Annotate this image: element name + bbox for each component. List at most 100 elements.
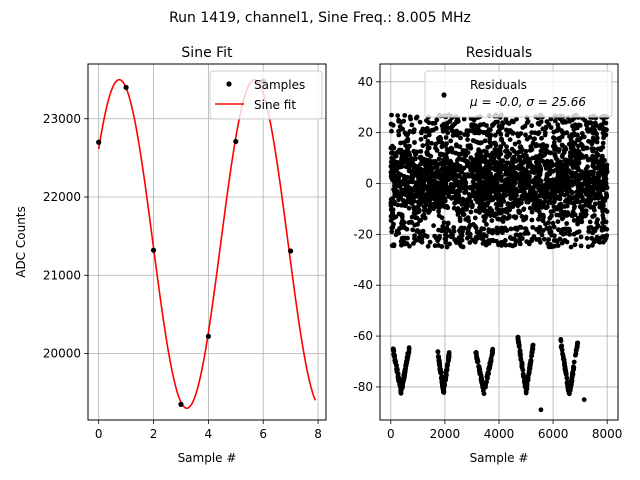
residual-point: [524, 136, 530, 142]
residual-point: [410, 195, 416, 201]
residual-point: [526, 240, 532, 246]
residual-point: [534, 143, 540, 148]
residual-extreme-point: [538, 407, 544, 413]
residual-point: [503, 116, 509, 122]
residual-point: [402, 113, 408, 118]
residual-point: [598, 122, 604, 128]
residual-point: [546, 220, 551, 226]
residual-point: [599, 227, 605, 233]
residual-point: [496, 241, 502, 247]
residual-point: [496, 124, 502, 129]
residual-point: [519, 236, 525, 241]
x-tick-label: 8000: [592, 427, 623, 441]
residual-point: [538, 148, 544, 154]
legend-residuals-stats: μ = -0.0, σ = 25.66: [469, 95, 586, 109]
residual-point: [580, 134, 586, 140]
residual-point: [590, 158, 595, 164]
residual-point: [431, 127, 436, 133]
residuals-axes-frame: [379, 63, 619, 421]
residual-point: [521, 206, 527, 212]
sine-fit-data: [96, 78, 317, 410]
residual-point: [546, 237, 552, 242]
residual-point: [397, 147, 402, 153]
residual-point: [572, 140, 578, 146]
residual-outlier-point: [569, 374, 575, 379]
residual-point: [498, 144, 504, 150]
residual-point: [418, 194, 424, 200]
residual-point: [589, 235, 595, 241]
residual-point: [533, 190, 538, 196]
residual-point: [401, 118, 407, 124]
residual-point: [419, 160, 424, 166]
residual-point: [596, 200, 602, 206]
residual-point: [511, 148, 517, 154]
residual-outlier-point: [396, 376, 402, 382]
residual-point: [474, 190, 480, 196]
residual-point: [466, 128, 472, 134]
residual-point: [427, 196, 433, 202]
residual-point: [396, 132, 402, 138]
residual-point: [604, 169, 610, 175]
residual-point: [540, 218, 546, 223]
residual-point: [461, 149, 467, 154]
residual-point: [507, 165, 513, 170]
residual-point: [529, 123, 535, 129]
residual-point: [412, 233, 417, 239]
residual-point: [583, 153, 589, 159]
residual-point: [541, 185, 546, 191]
residual-outlier-point: [530, 342, 536, 348]
residual-point: [416, 188, 422, 193]
residual-point: [414, 114, 420, 120]
residual-point: [554, 206, 560, 212]
residual-point: [406, 168, 412, 174]
residual-point: [446, 176, 452, 182]
residual-point: [556, 149, 561, 154]
residual-point: [595, 217, 600, 223]
sample-point: [96, 139, 102, 145]
residual-point: [434, 148, 440, 153]
y-tick-label: 20000: [43, 346, 81, 360]
residual-point: [552, 233, 557, 239]
residual-point: [507, 137, 513, 143]
residual-outlier-point: [478, 377, 484, 383]
legend-samples-label: Samples: [254, 78, 305, 92]
residual-point: [422, 178, 428, 183]
residual-outlier-point: [571, 365, 577, 371]
residual-point: [415, 168, 420, 174]
residual-point: [436, 156, 442, 162]
residual-point: [507, 235, 513, 240]
residual-point: [485, 178, 491, 183]
residual-point: [489, 208, 495, 214]
legend-samples-marker: [226, 81, 232, 87]
residual-point: [447, 228, 452, 234]
residual-point: [529, 197, 534, 203]
residual-point: [479, 190, 485, 195]
residual-point: [489, 176, 495, 182]
residual-point: [407, 129, 413, 134]
x-tick-label: 8: [314, 427, 322, 441]
residual-point: [567, 196, 573, 202]
residual-point: [552, 195, 557, 200]
residual-point: [511, 166, 517, 172]
residual-point: [558, 212, 564, 218]
residual-point: [517, 224, 523, 230]
residual-point: [505, 202, 511, 207]
residual-point: [482, 196, 488, 202]
residual-point: [462, 190, 467, 196]
residual-point: [430, 120, 436, 126]
residual-point: [512, 190, 517, 195]
residual-outlier-point: [401, 373, 407, 379]
x-tick-label: 6000: [538, 427, 569, 441]
residual-outlier-point: [439, 374, 445, 380]
residual-point: [449, 146, 455, 152]
residual-point: [434, 199, 440, 205]
residual-point: [486, 238, 492, 243]
residual-point: [476, 186, 482, 192]
residual-point: [549, 244, 555, 250]
residual-point: [530, 225, 536, 230]
residual-point: [456, 196, 462, 202]
residual-point: [575, 132, 580, 138]
residual-outlier-point: [444, 363, 450, 368]
residual-point: [431, 190, 437, 195]
x-tick-label: 2000: [430, 427, 461, 441]
